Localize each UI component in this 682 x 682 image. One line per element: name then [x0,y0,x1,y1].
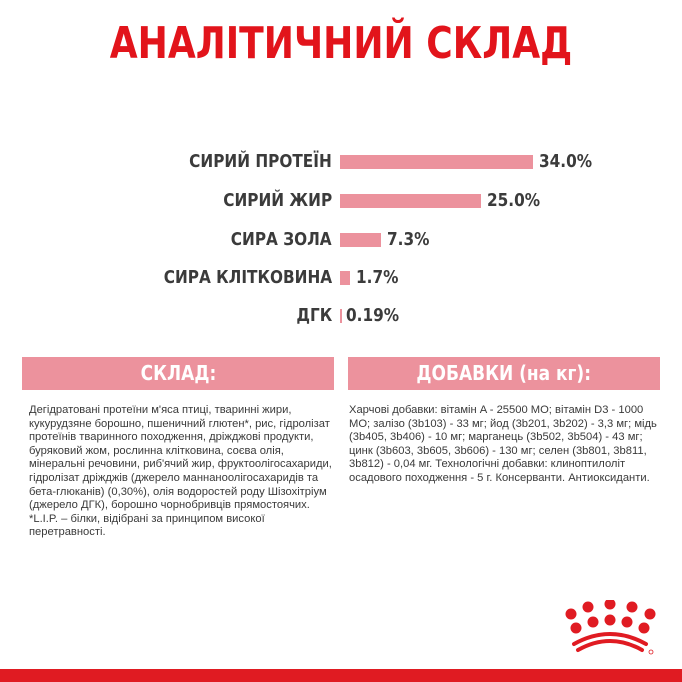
chart-row-dha: ДГК 0.19% [0,303,682,329]
row-label: СИРА КЛІТКОВИНА [163,267,332,288]
row-value: 1.7% [356,267,399,288]
footer-bar [0,669,682,682]
composition-ingredients: Дегідратовані протеїни м'яса птиці, твар… [29,404,332,512]
composition-header-text: СКЛАД: [140,361,216,385]
row-value: 25.0% [487,190,541,211]
bar-protein [340,155,533,169]
row-value: 34.0% [539,151,593,172]
additives-body: Харчові добавки: вітамін A - 25500 МО; в… [349,404,661,486]
additives-text: Харчові добавки: вітамін A - 25500 МО; в… [349,404,657,484]
additives-header: ДОБАВКИ (на кг): [348,357,660,390]
row-label: СИРИЙ ЖИР [223,190,332,211]
row-value: 7.3% [387,229,430,250]
row-label: СИРИЙ ПРОТЕЇН [189,151,332,172]
bar-ash [340,233,381,247]
additives-header-text: ДОБАВКИ (на кг): [416,361,592,385]
crown-logo-icon [565,600,656,655]
chart-row-fat: СИРИЙ ЖИР 25.0% [0,188,682,214]
row-label: СИРА ЗОЛА [231,229,332,250]
row-value: 0.19% [346,305,400,326]
composition-body: Дегідратовані протеїни м'яса птиці, твар… [29,404,334,540]
chart-row-protein: СИРИЙ ПРОТЕЇН 34.0% [0,149,682,175]
bar-fat [340,194,481,208]
chart-row-ash: СИРА ЗОЛА 7.3% [0,227,682,253]
bar-fibre [340,271,350,285]
composition-header: СКЛАД: [22,357,334,390]
analytical-chart: СИРИЙ ПРОТЕЇН 34.0% СИРИЙ ЖИР 25.0% СИРА… [0,0,682,340]
page-title: АНАЛІТИЧНИЙ СКЛАД [109,18,573,69]
chart-row-fibre: СИРА КЛІТКОВИНА 1.7% [0,265,682,291]
row-label: ДГК [296,305,332,326]
bar-dha [340,309,342,323]
composition-footnote: *L.I.P. – білки, відібрані за принципом … [29,512,265,539]
